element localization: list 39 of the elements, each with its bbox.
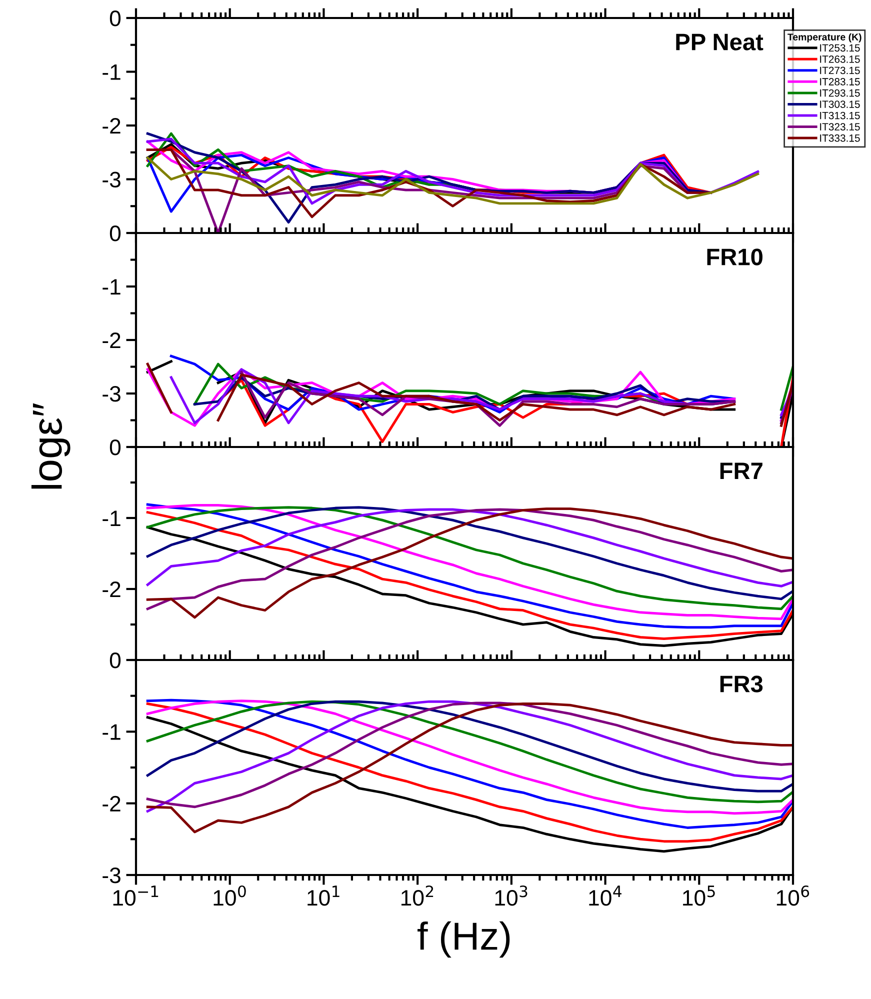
x-tick-label: 10$^{2}$ xyxy=(401,885,434,906)
legend-label: IT253.15 xyxy=(820,44,860,52)
y-tick-label: -3 xyxy=(102,386,120,402)
y-tick-label: -1 xyxy=(102,279,120,295)
x-tick-label: 10$^{4}$ xyxy=(589,886,622,906)
y-tick-label: -2 xyxy=(102,582,120,598)
y-tick-label: 0 xyxy=(110,226,121,242)
y-axis-title: logε″ xyxy=(31,403,70,489)
text: FR7 xyxy=(720,462,762,480)
legend-label: IT293.15 xyxy=(820,89,860,97)
text: PP Neat xyxy=(676,34,764,50)
x-tick-label: 10$^{5}$ xyxy=(683,886,715,906)
y-tick-label: -2 xyxy=(102,118,120,134)
x-tick-label: 10$^{−1}$ xyxy=(113,886,158,906)
legend-label: IT303.15 xyxy=(820,100,860,108)
y-tick-label: -2 xyxy=(102,796,120,812)
text: FR10 xyxy=(707,248,762,266)
x-tick-label: 10$^{1}$ xyxy=(308,886,340,906)
y-tick-label: -3 xyxy=(102,172,120,188)
legend-label: IT283.15 xyxy=(820,78,860,86)
y-tick-label: 0 xyxy=(110,652,121,668)
x-tick-label: 10$^{6}$ xyxy=(776,885,810,906)
y-tick-label: -1 xyxy=(102,724,120,740)
x-axis-title: f (Hz) xyxy=(418,921,510,958)
text: FR3 xyxy=(720,676,763,692)
y-tick-label: 0 xyxy=(110,10,121,26)
y-tick-label: -1 xyxy=(102,510,120,526)
y-tick-label: -3 xyxy=(102,868,120,884)
x-tick-label: 10$^{3}$ xyxy=(495,885,528,906)
legend-label: IT323.15 xyxy=(820,123,860,131)
legend-title: Temperature (K) xyxy=(788,33,862,42)
x-tick-label: 10$^{0}$ xyxy=(214,885,246,906)
y-tick-label: 0 xyxy=(110,440,121,456)
legend-label: IT273.15 xyxy=(820,66,860,74)
legend-label: IT333.15 xyxy=(820,134,860,142)
legend-label: IT263.15 xyxy=(820,56,860,63)
y-tick-label: -2 xyxy=(102,332,120,348)
legend-label: IT313.15 xyxy=(820,112,860,120)
y-tick-label: -1 xyxy=(102,64,120,80)
